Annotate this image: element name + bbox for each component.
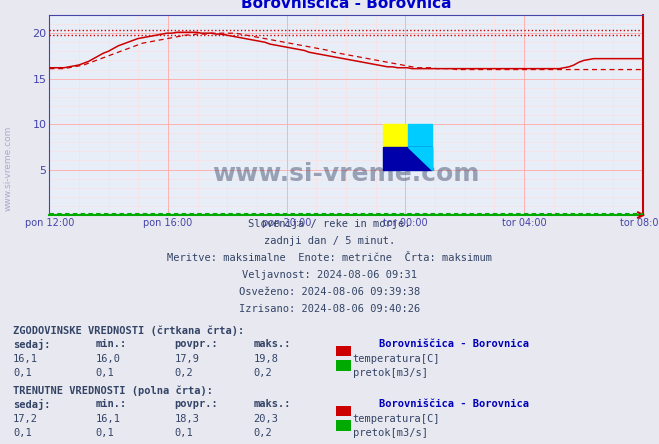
Text: 20,3: 20,3 xyxy=(254,414,279,424)
Text: 19,8: 19,8 xyxy=(254,354,279,364)
Text: pretok[m3/s]: pretok[m3/s] xyxy=(353,428,428,438)
Text: TRENUTNE VREDNOSTI (polna črta):: TRENUTNE VREDNOSTI (polna črta): xyxy=(13,385,213,396)
Text: 0,2: 0,2 xyxy=(254,368,272,378)
Text: temperatura[C]: temperatura[C] xyxy=(353,354,440,364)
Bar xyxy=(408,124,432,147)
Text: Slovenija / reke in morje.: Slovenija / reke in morje. xyxy=(248,219,411,230)
Bar xyxy=(383,124,408,147)
Text: 0,1: 0,1 xyxy=(13,428,32,438)
Text: Izrisano: 2024-08-06 09:40:26: Izrisano: 2024-08-06 09:40:26 xyxy=(239,304,420,314)
Text: 17,9: 17,9 xyxy=(175,354,200,364)
Text: Borovniščica - Borovnica: Borovniščica - Borovnica xyxy=(379,340,529,349)
Text: 0,2: 0,2 xyxy=(254,428,272,438)
Text: 0,1: 0,1 xyxy=(175,428,193,438)
Text: Borovniščica - Borovnica: Borovniščica - Borovnica xyxy=(379,399,529,409)
Title: Borovniščica - Borovnica: Borovniščica - Borovnica xyxy=(241,0,451,11)
Text: zadnji dan / 5 minut.: zadnji dan / 5 minut. xyxy=(264,236,395,246)
Text: 18,3: 18,3 xyxy=(175,414,200,424)
Text: sedaj:: sedaj: xyxy=(13,340,51,350)
Text: povpr.:: povpr.: xyxy=(175,340,218,349)
Text: www.si-vreme.com: www.si-vreme.com xyxy=(212,162,480,186)
Text: sedaj:: sedaj: xyxy=(13,399,51,410)
Text: 17,2: 17,2 xyxy=(13,414,38,424)
Text: 16,1: 16,1 xyxy=(96,414,121,424)
Text: min.:: min.: xyxy=(96,399,127,409)
Text: min.:: min.: xyxy=(96,340,127,349)
Text: 0,1: 0,1 xyxy=(13,368,32,378)
Text: maks.:: maks.: xyxy=(254,399,291,409)
Polygon shape xyxy=(408,147,432,170)
Text: maks.:: maks.: xyxy=(254,340,291,349)
Text: ZGODOVINSKE VREDNOSTI (črtkana črta):: ZGODOVINSKE VREDNOSTI (črtkana črta): xyxy=(13,325,244,336)
Text: temperatura[C]: temperatura[C] xyxy=(353,414,440,424)
Bar xyxy=(383,147,432,170)
Text: Osveženo: 2024-08-06 09:39:38: Osveženo: 2024-08-06 09:39:38 xyxy=(239,287,420,297)
Text: Meritve: maksimalne  Enote: metrične  Črta: maksimum: Meritve: maksimalne Enote: metrične Črta… xyxy=(167,253,492,263)
Text: povpr.:: povpr.: xyxy=(175,399,218,409)
Text: 0,1: 0,1 xyxy=(96,428,114,438)
Text: pretok[m3/s]: pretok[m3/s] xyxy=(353,368,428,378)
Text: Veljavnost: 2024-08-06 09:31: Veljavnost: 2024-08-06 09:31 xyxy=(242,270,417,280)
Text: 0,2: 0,2 xyxy=(175,368,193,378)
Text: 16,1: 16,1 xyxy=(13,354,38,364)
Text: 0,1: 0,1 xyxy=(96,368,114,378)
Text: www.si-vreme.com: www.si-vreme.com xyxy=(3,126,13,211)
Text: 16,0: 16,0 xyxy=(96,354,121,364)
